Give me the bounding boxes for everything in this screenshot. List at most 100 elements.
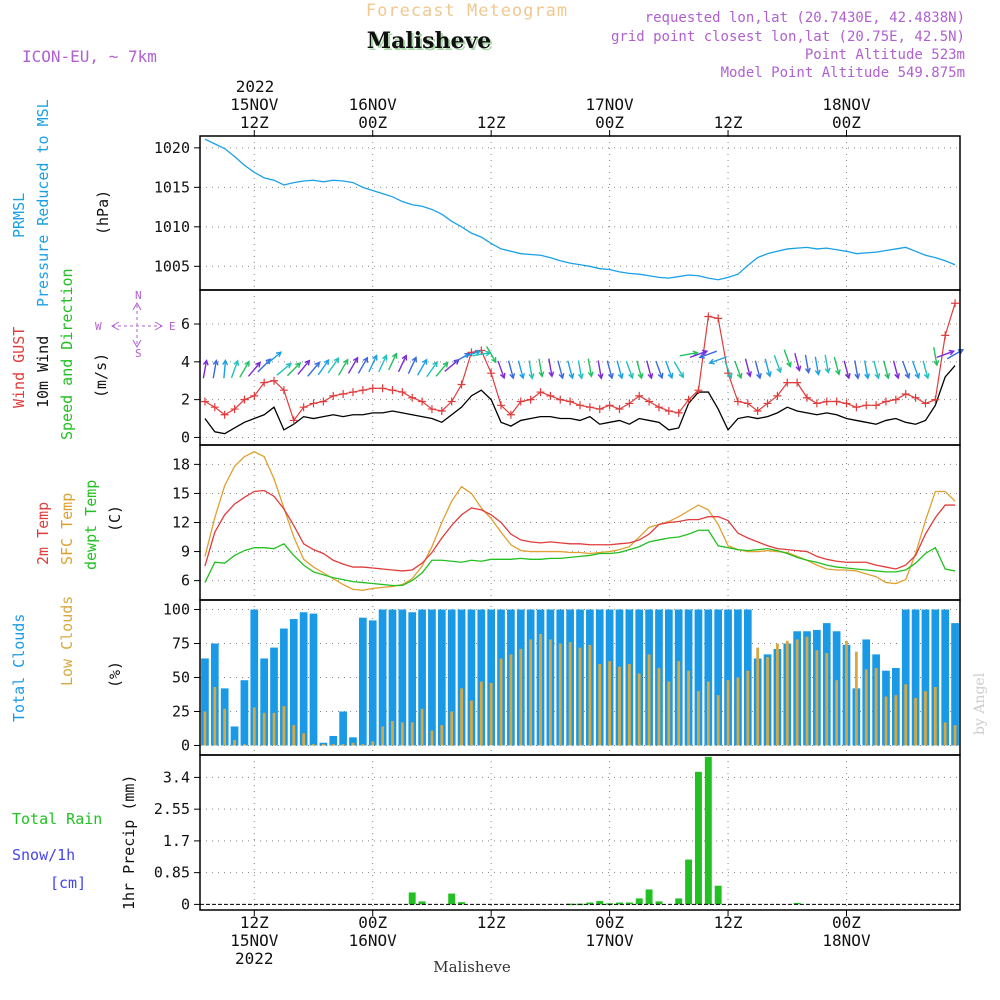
wind-arrow-head [442, 361, 449, 368]
rain-bar [704, 756, 712, 905]
gust-marker [279, 386, 288, 395]
top-tick-hour: 00Z [358, 113, 387, 132]
wind-arrow [577, 360, 583, 379]
wind-arrow [347, 357, 359, 374]
wind-arrow-head [577, 373, 584, 380]
wind-arrow [435, 362, 449, 377]
low-cloud-bar [627, 663, 631, 746]
wind-arrow [368, 355, 378, 373]
total-cloud-bar [714, 609, 723, 746]
rain-bar [685, 859, 693, 905]
wind-arrow-head [776, 367, 782, 374]
total-cloud-bar [467, 609, 476, 746]
total-cloud-bar [408, 612, 417, 746]
wind-arrow [773, 355, 782, 373]
total-cloud-bar [289, 619, 298, 746]
total-cloud-bar [329, 735, 338, 746]
wind-arrow [606, 360, 613, 379]
wind-arrow-head [874, 373, 881, 380]
wind-label-4: (m/s) [92, 353, 110, 398]
low-cloud-bar [943, 722, 947, 746]
gust-marker [951, 299, 960, 308]
total-cloud-bar [477, 609, 486, 746]
wind-arrow-head [499, 372, 506, 380]
low-cloud-bar [815, 650, 819, 746]
top-tick-date: 18NOV [822, 95, 871, 114]
low-cloud-bar [391, 721, 394, 746]
wind-arrow [327, 357, 339, 374]
low-cloud-bar [776, 643, 779, 746]
wind-arrow [202, 360, 208, 379]
total-cloud-bar [664, 609, 673, 746]
low-cloud-bar [864, 669, 868, 746]
wind-arrow [317, 359, 330, 376]
low-cloud-bar [845, 640, 848, 746]
panel-pressure: 1005 1010 1015 1020 [154, 136, 960, 290]
top-tick-date: 15NOV [230, 95, 279, 114]
point-altitude: Point Altitude 523m [805, 47, 965, 63]
wind-arrow [911, 360, 920, 379]
wind-arrow-head [795, 365, 802, 372]
wind-speed-line [204, 365, 956, 435]
low-cloud-bar [489, 682, 493, 746]
gust-marker [872, 401, 881, 410]
low-cloud-bar [371, 741, 375, 746]
low-cloud-bar [785, 640, 789, 746]
top-tick-hour: 00Z [832, 113, 861, 132]
wind-arrow [824, 354, 830, 373]
wind-arrow [794, 352, 801, 371]
wind-arrow [507, 360, 514, 379]
gust-marker [694, 386, 703, 395]
low-cloud-bar [361, 744, 365, 746]
ytick-label: 50 [172, 669, 190, 687]
wind-arrow [754, 360, 761, 379]
bottom-tick-label: 12Z [714, 913, 743, 932]
wind-arrow [625, 360, 634, 379]
wind-arrow [854, 360, 859, 379]
low-cloud-bar [697, 691, 700, 746]
wind-arrow-head [701, 349, 709, 356]
wind-arrow-head [617, 373, 624, 380]
gust-marker [447, 397, 456, 406]
bottom-tick-label: 00Z [832, 913, 861, 932]
wind-arrow-head [948, 349, 956, 356]
low-cloud-bar [430, 730, 434, 746]
total-cloud-bar [280, 628, 288, 746]
low-cloud-bar [854, 651, 858, 746]
gust-marker [615, 405, 624, 414]
total-cloud-bar [911, 609, 920, 746]
low-cloud-bar [558, 643, 562, 746]
wind-arrow-head [202, 359, 209, 366]
wind-arrow-head [491, 357, 497, 364]
gust-marker [200, 397, 209, 406]
gust-marker [497, 401, 506, 410]
low-cloud-bar [598, 663, 602, 746]
low-cloud-bar [233, 740, 236, 746]
total-cloud-bar [941, 609, 950, 746]
bottom-tick-label: 15NOV [230, 931, 279, 950]
bottom-tick-label: 16NOV [349, 931, 398, 950]
low-cloud-bar [736, 677, 740, 746]
gust-marker [368, 384, 377, 393]
wind-arrow-head [765, 371, 772, 378]
low-cloud-bar [282, 706, 286, 746]
wind-arrow [378, 355, 388, 373]
wind-arrow [587, 358, 593, 377]
rain-bar [596, 901, 604, 905]
ytick-label: 0.85 [154, 864, 190, 882]
gust-marker [793, 378, 802, 387]
wind-arrow-head [558, 373, 565, 380]
wind-arrow [833, 356, 840, 375]
gust-marker [358, 386, 367, 395]
gust-marker [635, 391, 644, 400]
wind-arrow-head [333, 357, 340, 364]
low-cloud-bar [647, 654, 651, 746]
rain-bar [616, 902, 623, 905]
ytick-label: 18 [172, 455, 190, 473]
wind-arrow-head [667, 372, 674, 380]
wind-arrow [673, 361, 684, 378]
pressure-label-3: (hPa) [94, 190, 112, 235]
wind-arrow [901, 360, 910, 379]
